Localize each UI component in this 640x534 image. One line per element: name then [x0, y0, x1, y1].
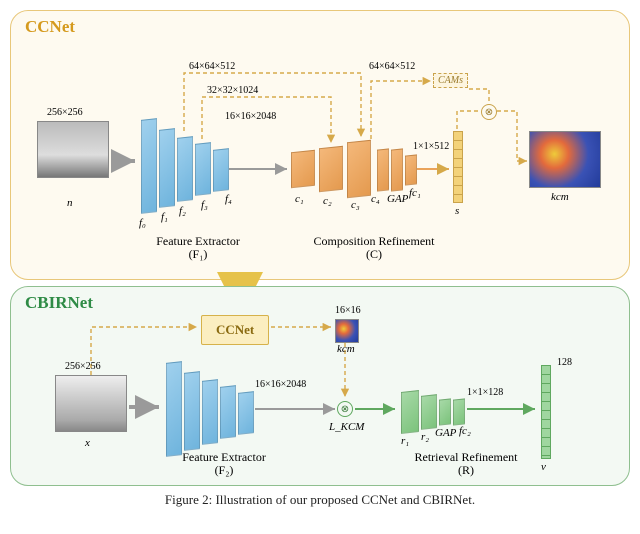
bot-dim-16: 16×16×2048: [255, 379, 306, 390]
kcm-small-label: kcm: [337, 343, 355, 355]
multiply-op-bot: ⊗: [337, 401, 353, 417]
input-letter-n: n: [67, 197, 73, 209]
block: [213, 148, 229, 192]
kcm-heatmap: [529, 131, 601, 188]
block: [319, 146, 343, 193]
fe-label-top: Feature Extractor (F₁): [143, 235, 253, 261]
dim-1x1: 1×1×512: [413, 141, 449, 152]
dim-32: 32×32×1024: [207, 85, 258, 96]
fe-label-bot: Feature Extractor (F₂): [169, 451, 279, 477]
s-vector: [453, 131, 463, 203]
block: [238, 391, 254, 435]
lkcm-label: L_KCM: [329, 421, 364, 433]
block: [391, 148, 403, 191]
block: [453, 398, 465, 425]
ccnet-box: CCNet: [201, 315, 269, 345]
kcm-small: [335, 319, 359, 343]
block: [405, 154, 417, 185]
input-size-x: 256×256: [65, 361, 101, 372]
block: [195, 142, 211, 196]
kcm-size: 16×16: [335, 305, 361, 316]
input-image-x: [55, 375, 127, 432]
fc2: fc₂: [459, 425, 471, 437]
dim-1x1-128: 1×1×128: [467, 387, 503, 398]
dim-16: 16×16×2048: [225, 111, 276, 122]
ccnet-title: CCNet: [25, 17, 75, 37]
cbirnet-panel: CBIRNet 256×256 x C: [10, 286, 630, 486]
multiply-op-top: ⊗: [481, 104, 497, 120]
block: [220, 385, 236, 439]
dim-128: 128: [557, 357, 572, 368]
f0: f₀: [139, 217, 146, 229]
dim-64: 64×64×512: [189, 61, 235, 72]
cbirnet-title: CBIRNet: [25, 293, 93, 313]
ccnet-panel: CCNet 256×256 n: [10, 10, 630, 280]
v-vector: [541, 365, 551, 459]
block: [141, 118, 157, 214]
block: [439, 398, 451, 425]
r2: r₂: [421, 431, 429, 443]
block: [421, 394, 437, 430]
dim-64b: 64×64×512: [369, 61, 415, 72]
f4: f₄: [225, 193, 232, 205]
cbir-input-image: [55, 375, 127, 432]
c4: c₄: [371, 193, 380, 205]
comp-label: Composition Refinement (C): [299, 235, 449, 261]
f3: f₃: [201, 199, 208, 211]
block: [401, 390, 419, 434]
c3: c₃: [351, 199, 360, 211]
block: [166, 361, 182, 457]
input-letter-x: x: [85, 437, 90, 449]
block: [347, 140, 371, 199]
cams-box: CAMs: [433, 73, 468, 88]
f1: f₁: [161, 211, 168, 223]
block: [202, 379, 218, 445]
fc1: fc₁: [409, 187, 421, 199]
ccnet-input-image: [37, 121, 109, 178]
block: [177, 136, 193, 202]
block: [159, 128, 175, 208]
c2: c₂: [323, 195, 332, 207]
block: [377, 148, 389, 191]
f2: f₂: [179, 205, 186, 217]
r1: r₁: [401, 435, 409, 447]
gap: GAP: [387, 193, 408, 205]
figure-caption: Figure 2: Illustration of our proposed C…: [10, 492, 630, 508]
ret-label: Retrieval Refinement (R): [391, 451, 541, 477]
kcm-label: kcm: [551, 191, 569, 203]
input-size-n: 256×256: [47, 107, 83, 118]
s-label: s: [455, 205, 459, 217]
heatmap-img: [529, 131, 601, 188]
input-image-n: [37, 121, 109, 178]
gap2: GAP: [435, 427, 456, 439]
block: [184, 371, 200, 451]
v-label: v: [541, 461, 546, 473]
block: [291, 150, 315, 189]
c1: c₁: [295, 193, 304, 205]
